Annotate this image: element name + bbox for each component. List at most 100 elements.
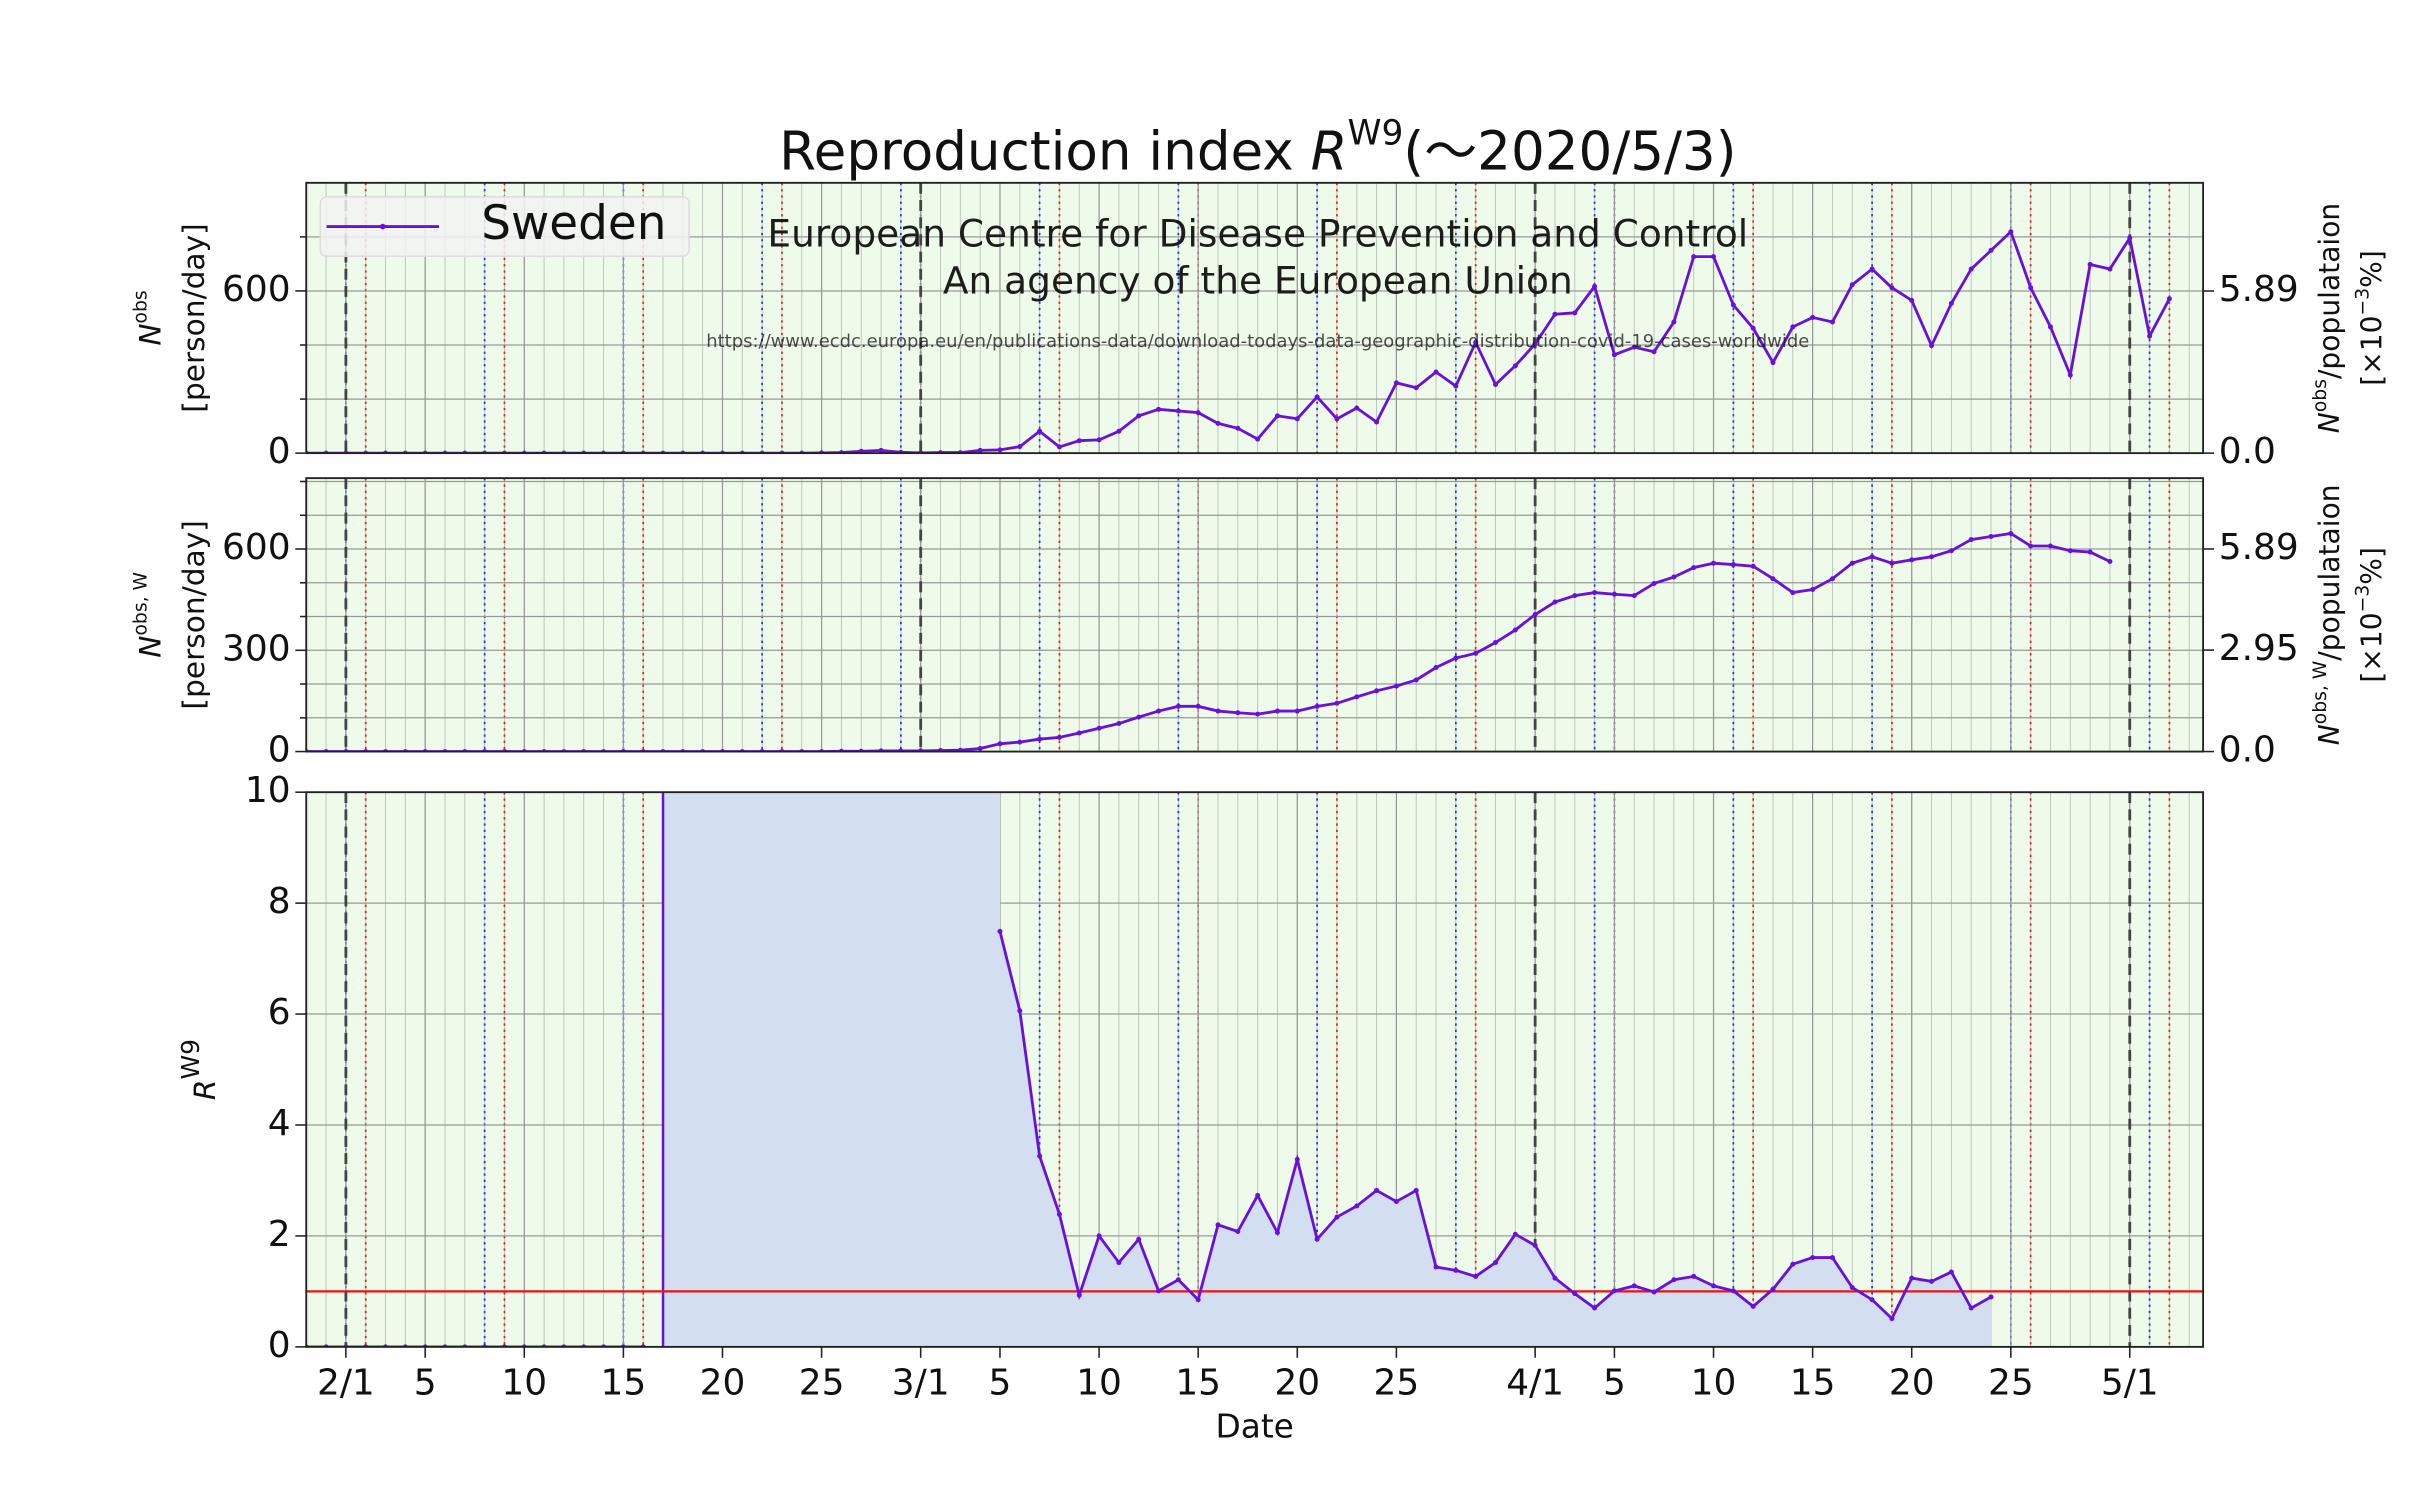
point — [1294, 1156, 1300, 1162]
point — [1730, 1288, 1736, 1294]
point — [1136, 1236, 1142, 1242]
x-tick-label: 25 — [1374, 1362, 1420, 1403]
point — [1988, 1294, 1994, 1300]
chart-title: Reproduction index RW9(～2020/5/3) — [779, 113, 1736, 182]
point — [1512, 1231, 1518, 1237]
point — [1691, 565, 1697, 571]
x-tick-label: 15 — [1790, 1362, 1836, 1403]
y-tick-label: 300 — [222, 628, 291, 669]
point — [1988, 247, 1994, 253]
y-axis-symbol: N — [132, 636, 167, 658]
point — [1096, 725, 1102, 731]
point — [1552, 311, 1558, 317]
x-tick-label: 25 — [799, 1362, 845, 1403]
point — [1929, 1278, 1935, 1284]
point — [1532, 1242, 1538, 1248]
plot-frame — [305, 477, 2205, 753]
point — [1909, 297, 1915, 303]
x-tick-label: 10 — [1076, 1362, 1122, 1403]
point — [1393, 380, 1399, 386]
point — [1631, 344, 1637, 350]
point — [1869, 1297, 1875, 1303]
point — [1255, 711, 1261, 717]
x-axis-label: Date — [1215, 1408, 1293, 1446]
x-tick-label: 10 — [1691, 1362, 1737, 1403]
y-tick-label: 0 — [268, 1325, 291, 1366]
point — [1730, 562, 1736, 568]
point — [1433, 665, 1439, 671]
point — [1175, 408, 1181, 414]
point — [1136, 413, 1142, 419]
x-tick-label: 15 — [601, 1362, 647, 1403]
title-symbol: R — [1311, 120, 1348, 182]
point — [1592, 590, 1598, 596]
point — [1552, 1275, 1558, 1281]
point — [2166, 296, 2172, 302]
point — [1274, 413, 1280, 419]
point — [1393, 683, 1399, 689]
y2-unit-superscript: −3 — [2352, 585, 2373, 613]
point — [1235, 425, 1241, 431]
point — [1433, 1264, 1439, 1270]
point — [1195, 703, 1201, 709]
point — [2008, 229, 2014, 235]
point — [1770, 360, 1776, 366]
point — [1314, 1236, 1320, 1242]
point — [1849, 560, 1855, 566]
x-tick-label: 2/1 — [317, 1362, 375, 1403]
x-tick-label: 20 — [1889, 1362, 1935, 1403]
point — [1512, 363, 1518, 369]
y2-unit-end: %] — [2355, 547, 2388, 585]
point — [1175, 1277, 1181, 1283]
point — [1849, 282, 1855, 288]
x-tick-label: 5 — [1603, 1362, 1626, 1403]
point — [2107, 266, 2113, 272]
point — [1334, 416, 1340, 422]
y2-axis-unit: [×10−3%] — [2352, 250, 2388, 386]
y-tick-label: 0 — [268, 730, 291, 771]
point — [1711, 1283, 1717, 1289]
y-axis-unit: [person/day] — [176, 520, 211, 709]
point — [2047, 324, 2053, 330]
point — [1037, 428, 1043, 434]
point — [1592, 283, 1598, 289]
y-axis-label: Nobs — [131, 290, 167, 345]
point — [1869, 554, 1875, 560]
point — [1948, 300, 1954, 306]
point — [1453, 655, 1459, 661]
y-axis-superscript: W9 — [176, 1039, 205, 1080]
point — [1116, 721, 1122, 727]
point — [957, 747, 963, 752]
point — [1156, 1288, 1162, 1294]
point — [1552, 599, 1558, 605]
point — [1968, 266, 1974, 272]
point — [1473, 339, 1479, 345]
point — [1017, 1008, 1023, 1014]
point — [1017, 739, 1023, 745]
point — [2087, 261, 2093, 267]
point — [997, 741, 1003, 747]
y2-axis-text: /populataion — [2313, 203, 2346, 379]
y2-axis-superscript: obs, W — [2310, 661, 2331, 725]
point — [1433, 369, 1439, 375]
x-tick-label: 4/1 — [1506, 1362, 1564, 1403]
point — [1572, 593, 1578, 599]
point — [1829, 319, 1835, 325]
point — [1096, 1233, 1102, 1239]
point — [1374, 1187, 1380, 1193]
y-tick-label: 6 — [268, 992, 291, 1033]
point — [1255, 436, 1261, 442]
point — [1354, 1203, 1360, 1209]
point — [1651, 1289, 1657, 1295]
point — [1829, 576, 1835, 582]
point — [997, 447, 1003, 453]
x-tick-label: 25 — [1988, 1362, 2034, 1403]
point — [1790, 1261, 1796, 1267]
point — [1790, 590, 1796, 596]
point — [1929, 343, 1935, 349]
point — [1492, 1260, 1498, 1266]
point — [1116, 1260, 1122, 1266]
y-tick-label: 4 — [268, 1103, 291, 1144]
point — [1354, 405, 1360, 411]
point — [1116, 428, 1122, 434]
